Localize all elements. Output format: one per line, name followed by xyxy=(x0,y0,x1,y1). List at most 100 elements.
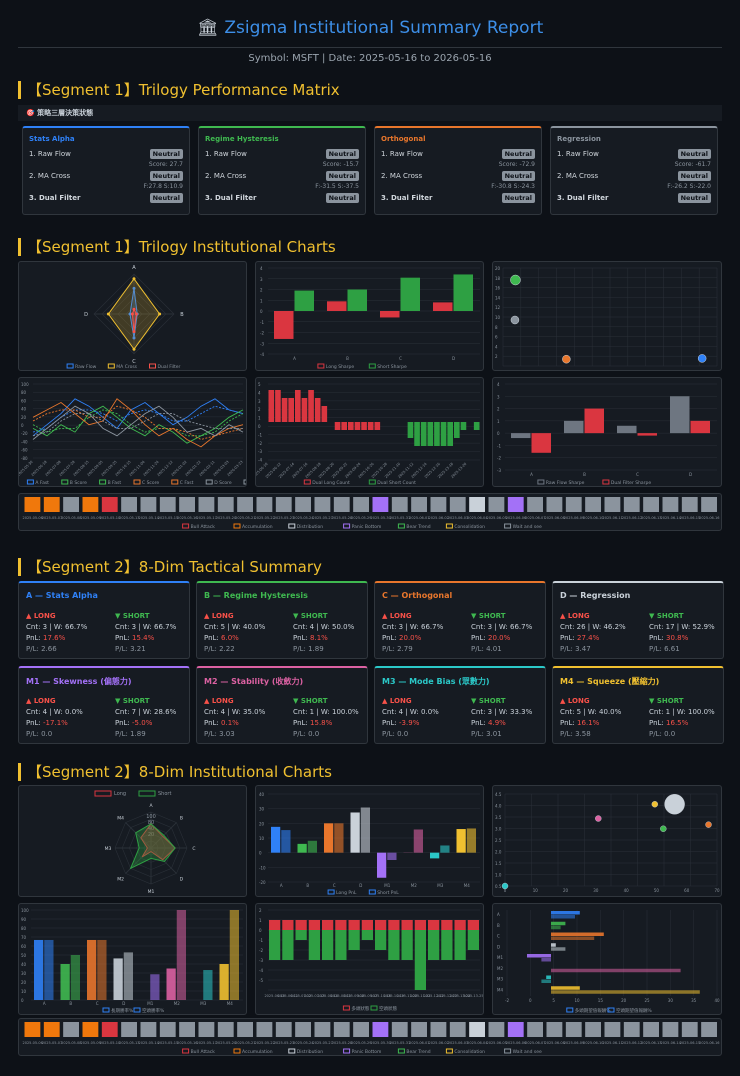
tick-label: 2025-08-15 xyxy=(331,994,351,998)
tactical-card-title: A — Stats Alpha xyxy=(26,591,98,600)
heatmap-cell xyxy=(623,497,640,512)
long-direction: ▲ LONG xyxy=(204,697,234,705)
tactical-card: C — Orthogonal ▲ LONG Cnt: 3 | W: 66.7% PnL… xyxy=(374,581,546,659)
scatter-point xyxy=(510,315,520,325)
tick-label: 2025-05-21 xyxy=(235,1041,255,1045)
pnl-value: 30.8% xyxy=(666,634,689,642)
tick-label: 2.5 xyxy=(495,838,502,843)
tick-label: 2025-07-13 xyxy=(304,994,324,998)
legend-swatch xyxy=(66,363,74,369)
tick-label: 2025-08-14 xyxy=(317,994,338,998)
tactical-long: ▲ LONG Cnt: 4 | W: 35.0% PnL: 0.1% P/L: 3.0… xyxy=(204,696,284,740)
heatmap-cell xyxy=(353,1022,369,1037)
chart-flow-sharpe: -3 -2 -1 0 1 2 3 4 A B C D Raw Flow Sharpe Dual Filte… xyxy=(492,377,722,487)
heatmap-cell xyxy=(140,1022,157,1037)
short-direction: ▼ SHORT xyxy=(471,612,506,620)
tick-label: 2025-06-12 xyxy=(622,516,642,520)
long-pl-ratio: P/L: 2.79 xyxy=(382,645,413,653)
trilogy-card: Regression 1. Raw Flow Neutral Score: -61.7… xyxy=(550,126,718,215)
heatmap-cell xyxy=(430,1022,447,1037)
signal-label: 2. MA Cross xyxy=(557,172,599,180)
short-count: Cnt: 17 | W: 52.9% xyxy=(649,623,715,631)
legend-label: Consolidation xyxy=(454,524,485,530)
radar-point xyxy=(132,330,136,334)
heatmap-cell xyxy=(295,497,311,512)
tactical-card-title: M4 — Squeeze (壓縮力) xyxy=(560,677,660,686)
tick-label: 1 xyxy=(260,298,263,303)
heatmap-cell xyxy=(604,1022,621,1037)
tick-label: 30 xyxy=(668,998,674,1003)
radar-point xyxy=(132,336,136,340)
tick-label: 60 xyxy=(21,944,27,949)
tick-label: 2025-06-11 xyxy=(602,516,622,520)
tick-label: 2025-06-16 xyxy=(699,1041,719,1045)
pnl-value: 16.5% xyxy=(666,719,689,727)
tick-label: 2025-05-10 xyxy=(100,1041,120,1045)
tick-label: 100 xyxy=(146,814,156,820)
tick-label: 12 xyxy=(495,305,501,310)
signal-row: 3. Dual Filter Neutral xyxy=(381,193,535,205)
signal-label: 2. MA Cross xyxy=(205,172,247,180)
legend-swatch xyxy=(445,523,453,529)
tick-label: M3 xyxy=(437,883,443,888)
tactical-card: B — Regime Hysteresis ▲ LONG Cnt: 5 | W: 4… xyxy=(196,581,368,659)
bar xyxy=(380,311,400,318)
radar-axis-label: D xyxy=(84,312,88,318)
tick-label: 2025-06-12 xyxy=(622,1041,642,1045)
pnl-label: PnL: xyxy=(560,634,578,642)
legend-label: Long PnL xyxy=(336,890,357,896)
legend-label: MA Cross xyxy=(116,364,137,370)
bar xyxy=(467,920,479,930)
tick-label: 2025-05-20 xyxy=(216,516,236,520)
tick-label: 2025-09-17 xyxy=(357,994,377,998)
bar xyxy=(617,425,637,434)
bar xyxy=(271,826,281,853)
bar xyxy=(388,930,400,960)
tick-label: 2025-06-05 xyxy=(486,516,506,520)
tick-label: -2 xyxy=(260,331,264,336)
pnl-value: 8.1% xyxy=(310,634,328,642)
radar-axis-label: D xyxy=(180,876,184,882)
signal-score: F:-26.2 S:-22.0 xyxy=(667,183,711,190)
pnl-value: 4.9% xyxy=(488,719,506,727)
bar xyxy=(282,930,294,960)
signal-row: 1. Raw Flow Neutral xyxy=(29,149,183,161)
heatmap-cell xyxy=(82,497,99,512)
tick-label: 2025-05-09 xyxy=(80,1041,100,1045)
tactical-card: M3 — Mode Bias (眾數力) ▲ LONG Cnt: 4 | W: 0.… xyxy=(374,666,546,744)
tactical-long: ▲ LONG Cnt: 5 | W: 40.0% PnL: 16.1% P/L: 3.… xyxy=(560,696,640,740)
signal-row: 3. Dual Filter Neutral xyxy=(205,193,359,205)
bar xyxy=(347,289,367,311)
short-direction: ▼ SHORT xyxy=(293,612,328,620)
bar xyxy=(113,958,123,1000)
bar xyxy=(387,852,397,860)
tick-label: 0 xyxy=(21,423,24,428)
heatmap-cell xyxy=(159,497,176,512)
radar-series xyxy=(140,823,176,861)
bar xyxy=(308,390,314,422)
tick-label: 50 xyxy=(21,953,27,958)
radar-axis-label: C xyxy=(132,359,136,365)
bar xyxy=(374,422,381,430)
long-pnl: PnL: -3.9% xyxy=(382,718,462,729)
heatmap-cell xyxy=(391,1022,408,1037)
series-line xyxy=(32,405,244,440)
tick-label: 80 xyxy=(148,820,154,826)
short-pnl: PnL: 4.9% xyxy=(471,718,551,729)
heatmap-cell xyxy=(217,1022,234,1037)
bar xyxy=(413,829,423,853)
status-badge: Neutral xyxy=(325,171,359,181)
long-count: Cnt: 3 | W: 66.7% xyxy=(26,623,88,631)
trilogy-card-title: Regime Hysteresis xyxy=(205,135,279,143)
tick-label: -2 xyxy=(259,948,263,953)
tick-label: 1.5 xyxy=(495,861,502,866)
tactical-short: ▼ SHORT Cnt: 3 | W: 66.7% PnL: 15.4% P/L: 3… xyxy=(115,611,195,655)
tick-label: 0 xyxy=(259,928,262,933)
heatmap-cell xyxy=(237,1022,253,1037)
tick-label: -20 xyxy=(259,880,266,885)
bar xyxy=(453,274,473,311)
report-title: 🏛 Zsigma Institutional Summary Report xyxy=(0,18,740,38)
title-divider xyxy=(18,47,722,48)
short-direction: ▼ SHORT xyxy=(471,697,506,705)
tactical-long: ▲ LONG Cnt: 5 | W: 40.0% PnL: 6.0% P/L: 2.2… xyxy=(204,611,284,655)
